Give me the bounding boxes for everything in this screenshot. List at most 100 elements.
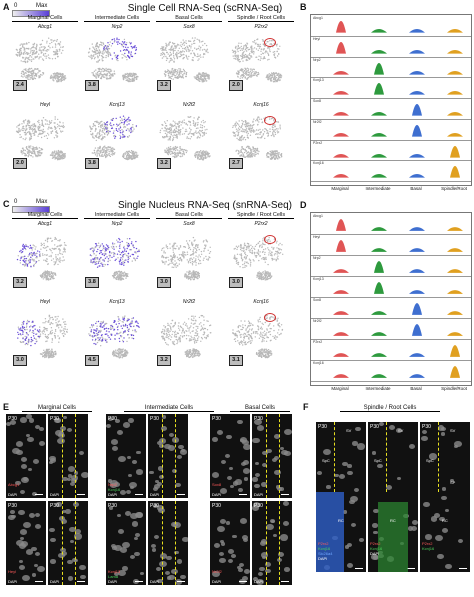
tsne-dot — [249, 130, 251, 132]
tsne-dot — [29, 128, 31, 131]
tsne-dot — [35, 147, 37, 149]
tsne-dot — [167, 73, 170, 75]
tsne-dot — [167, 146, 170, 149]
tsne-dot — [38, 119, 40, 122]
tsne-dot — [245, 146, 248, 148]
tsne-dot — [117, 271, 120, 273]
tsne-dot — [109, 155, 112, 158]
tsne-dot — [32, 320, 34, 322]
tsne-dot — [51, 356, 53, 359]
tsne-dot — [169, 77, 172, 79]
tsne-dot — [106, 130, 108, 133]
tsne-dot — [201, 129, 204, 132]
tsne-dot — [111, 325, 114, 328]
tsne-dot — [266, 154, 268, 156]
tsne-dot — [272, 51, 274, 53]
tsne-dot — [64, 250, 66, 252]
tsne-dot — [190, 136, 193, 138]
tsne-dot — [64, 321, 66, 323]
tsne-dot — [42, 117, 45, 119]
tsne-dot — [88, 55, 90, 57]
tsne-dot — [54, 152, 56, 155]
tsne-dot — [199, 129, 201, 132]
tsne-dot — [34, 328, 36, 330]
tsne-dot — [166, 120, 168, 122]
tsne-dot — [236, 57, 239, 60]
tsne-dot — [61, 253, 64, 255]
tsne-dot — [242, 54, 244, 56]
tsne-dot — [173, 151, 176, 154]
tsne-dot — [47, 128, 49, 130]
tsne-dot — [31, 340, 33, 342]
tsne-dot — [279, 45, 281, 47]
tsne-dot — [279, 124, 281, 126]
tsne-dot — [97, 339, 100, 342]
tsne-dot — [39, 70, 41, 72]
tsne-dot — [55, 131, 58, 134]
tsne-dot — [35, 261, 37, 263]
tsne-dot — [118, 38, 120, 41]
tsne-dot — [122, 324, 125, 326]
tsne-dot — [108, 68, 111, 70]
tsne-dot — [186, 136, 188, 138]
tsne-dot — [57, 315, 59, 318]
tsne-dot — [90, 260, 92, 263]
tsne-dot — [31, 69, 34, 71]
tsne-dot — [61, 75, 63, 77]
gene-label: Abcg1 — [37, 221, 53, 227]
tsne-dot — [99, 68, 101, 70]
tsne-dot — [58, 75, 60, 78]
tsne-dot — [39, 335, 42, 337]
tsne-dot — [108, 254, 110, 257]
tsne-dot — [122, 115, 125, 117]
tsne-dot — [93, 249, 95, 251]
tsne-dot — [183, 44, 185, 46]
violin-shape — [371, 153, 387, 158]
tsne-dot — [127, 329, 129, 332]
tsne-dot — [195, 151, 198, 153]
tsne-dot — [127, 136, 129, 138]
tsne-dot — [123, 250, 126, 252]
tsne-dot — [15, 53, 17, 56]
tsne-dot — [97, 76, 99, 78]
tsne-dot — [204, 129, 206, 131]
tsne-dot — [113, 271, 116, 274]
tsne-dot — [112, 242, 114, 244]
tsne-dot — [117, 329, 119, 331]
tsne-dot — [236, 137, 238, 140]
tsne-dot — [47, 54, 50, 56]
tsne-dot — [160, 54, 162, 56]
tsne-dot — [118, 333, 120, 335]
tsne-dot — [41, 274, 43, 277]
tsne-dot — [102, 43, 105, 45]
tsne-dot — [101, 265, 104, 267]
tsne-dot — [26, 151, 28, 153]
tsne-dot — [98, 121, 100, 124]
tsne-dot — [23, 152, 25, 154]
tsne-dot — [170, 134, 172, 136]
tsne-dot — [27, 343, 29, 346]
tsne-dot — [32, 156, 34, 158]
tsne-dot — [40, 275, 42, 278]
panel-a-label: A — [3, 2, 10, 12]
tsne-dot — [189, 138, 191, 140]
tsne-dot — [28, 76, 30, 78]
tsne-dot — [119, 247, 121, 249]
tsne-dot — [44, 247, 46, 249]
tsne-dot — [20, 72, 23, 75]
tsne-dot — [107, 47, 110, 50]
tsne-dot — [102, 249, 104, 251]
tsne-dot — [31, 127, 33, 130]
tsne-dot — [123, 157, 126, 160]
tsne-dot — [252, 154, 254, 156]
tsne-dot — [182, 77, 185, 79]
tsne-dot — [105, 339, 107, 342]
tsne-dot — [30, 134, 32, 136]
tsne-dot — [95, 72, 97, 74]
tsne-dot — [102, 253, 104, 255]
tsne-dot — [183, 56, 185, 59]
tsne-dot — [46, 271, 48, 273]
tsne-dot — [174, 70, 176, 72]
tsne-dot — [254, 154, 256, 156]
tsne-dot — [106, 152, 108, 154]
